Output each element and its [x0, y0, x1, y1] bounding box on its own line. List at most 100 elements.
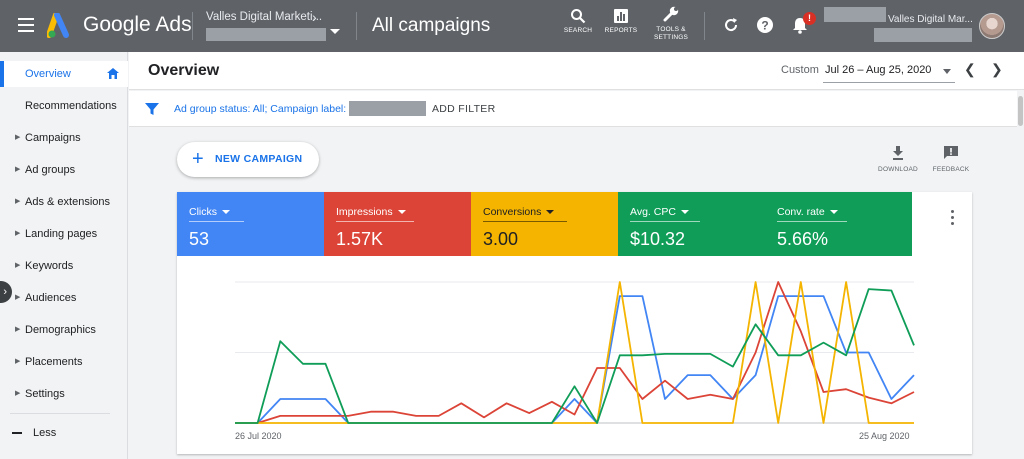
tools-settings-button[interactable]: TOOLS & SETTINGS [646, 5, 696, 42]
wrench-icon [663, 6, 679, 22]
refresh-icon[interactable] [721, 15, 741, 35]
reports-label: REPORTS [604, 27, 638, 34]
metric-value: $10.32 [630, 229, 686, 249]
next-period-button[interactable]: ❯ [991, 61, 1003, 77]
performance-line-chart [235, 281, 915, 424]
download-icon [893, 146, 903, 160]
divider [10, 413, 110, 414]
sidebar-item-label: Ad groups [25, 164, 76, 176]
metric-conversions[interactable]: Conversions 3.00 [471, 192, 618, 256]
sidebar-item-ads-extensions[interactable]: ▶ Ads & extensions [0, 189, 128, 215]
minus-icon [12, 432, 22, 434]
divider [356, 12, 357, 40]
metric-clicks[interactable]: Clicks 53 [177, 192, 324, 256]
redacted-campaign-label [349, 101, 426, 116]
plus-icon: + [192, 148, 204, 170]
reports-button[interactable]: REPORTS [596, 8, 646, 35]
previous-period-button[interactable]: ❮ [964, 61, 976, 77]
brand-name: Google Ads [83, 13, 192, 36]
sidebar-item-keywords[interactable]: ▶ Keywords [0, 253, 128, 279]
search-button[interactable]: SEARCH [553, 8, 603, 35]
redacted-customer-id [824, 7, 886, 22]
metric-avg-cpc[interactable]: Avg. CPC $10.32 [618, 192, 765, 256]
feedback-button[interactable]: FEEDBACK [929, 146, 973, 173]
scrollbar-track[interactable] [1017, 91, 1024, 459]
caret-right-icon: ▶ [15, 166, 21, 173]
series-line-1 [235, 281, 915, 424]
sidebar-item-label: Recommendations [25, 100, 117, 112]
sidebar-item-recommendations[interactable]: Recommendations [0, 93, 128, 119]
sidebar-item-label: Settings [25, 388, 65, 400]
date-range-value: Jul 26 – Aug 25, 2020 [825, 64, 932, 76]
x-axis-start-label: 26 Jul 2020 [235, 431, 282, 441]
caret-down-icon [330, 29, 340, 34]
menu-icon[interactable] [18, 18, 34, 32]
more-options-icon[interactable] [949, 210, 955, 226]
caret-right-icon: ▶ [15, 294, 21, 301]
chevron-right-icon: › [312, 9, 317, 25]
series-line-3 [235, 288, 915, 424]
caret-right-icon: ▶ [15, 230, 21, 237]
feedback-icon [944, 146, 958, 159]
sidebar-item-campaigns[interactable]: ▶ Campaigns [0, 125, 128, 151]
sidebar-item-label: Landing pages [25, 228, 98, 240]
metric-impressions[interactable]: Impressions 1.57K [324, 192, 471, 256]
scrollbar-thumb[interactable] [1018, 96, 1023, 126]
overview-bar: Overview Custom Jul 26 – Aug 25, 2020 ❮ … [129, 52, 1024, 90]
top-app-bar: Google Ads Valles Digital Marketi... › A… [0, 0, 1024, 52]
search-icon [571, 9, 586, 24]
sidebar-item-audiences[interactable]: ▶ Audiences [0, 285, 128, 311]
filter-icon[interactable] [145, 102, 159, 116]
sidebar-item-ad-groups[interactable]: ▶ Ad groups [0, 157, 128, 183]
page-title: Overview [148, 62, 220, 79]
date-range-label: Custom [781, 64, 819, 76]
metric-underline [483, 221, 567, 222]
filter-bar: Ad group status: All; Campaign label: AD… [129, 91, 1024, 127]
sidebar-item-landing-pages[interactable]: ▶ Landing pages [0, 221, 128, 247]
metric-underline [777, 221, 847, 222]
download-label: DOWNLOAD [878, 166, 918, 173]
metric-name: Conversions [483, 206, 554, 220]
customer-name[interactable]: Valles Digital Mar... [888, 14, 973, 25]
sidebar-less-toggle[interactable]: Less [0, 420, 128, 446]
metric-value: 3.00 [483, 229, 519, 249]
metric-name: Impressions [336, 206, 406, 220]
active-filters[interactable]: Ad group status: All; Campaign label: [174, 103, 347, 115]
redacted-account-id [206, 28, 326, 41]
feedback-label: FEEDBACK [932, 166, 970, 173]
sidebar-item-demographics[interactable]: ▶ Demographics [0, 317, 128, 343]
expand-sidebar-button[interactable]: › [0, 281, 12, 303]
caret-right-icon: ▶ [15, 358, 21, 365]
metric-name: Avg. CPC [630, 206, 689, 220]
metric-value: 5.66% [777, 229, 829, 249]
download-button[interactable]: DOWNLOAD [876, 146, 920, 173]
sidebar-item-label: Demographics [25, 324, 96, 336]
add-filter-button[interactable]: ADD FILTER [432, 103, 496, 115]
sidebar-item-label: Campaigns [25, 132, 81, 144]
account-name: Valles Digital Marketi... [206, 11, 323, 23]
sidebar-item-label: Keywords [25, 260, 74, 272]
notification-badge: ! [803, 12, 816, 25]
sidebar-item-label: Ads & extensions [25, 196, 110, 208]
metric-value: 1.57K [336, 229, 384, 249]
caret-right-icon: ▶ [15, 390, 21, 397]
caret-right-icon: ▶ [15, 198, 21, 205]
sidebar-item-settings[interactable]: ▶ Settings [0, 381, 128, 407]
metric-name: Conv. rate [777, 206, 838, 220]
metric-underline [630, 221, 700, 222]
svg-text:?: ? [761, 19, 768, 33]
avatar[interactable] [979, 13, 1005, 39]
new-campaign-button[interactable]: + NEW CAMPAIGN [177, 142, 319, 177]
sidebar: Overview Recommendations ▶ Campaigns ▶ A… [0, 52, 128, 459]
metric-conv-rate[interactable]: Conv. rate 5.66% [765, 192, 912, 256]
sidebar-item-placements[interactable]: ▶ Placements [0, 349, 128, 375]
reports-icon [614, 9, 628, 23]
help-icon[interactable]: ? [755, 15, 775, 35]
less-label: Less [33, 427, 57, 439]
sidebar-item-overview[interactable]: Overview [0, 61, 128, 87]
caret-right-icon: ▶ [15, 262, 21, 269]
sidebar-item-label: Placements [25, 356, 83, 368]
divider [704, 12, 705, 40]
divider [192, 12, 193, 40]
x-axis-end-label: 25 Aug 2020 [859, 431, 910, 441]
